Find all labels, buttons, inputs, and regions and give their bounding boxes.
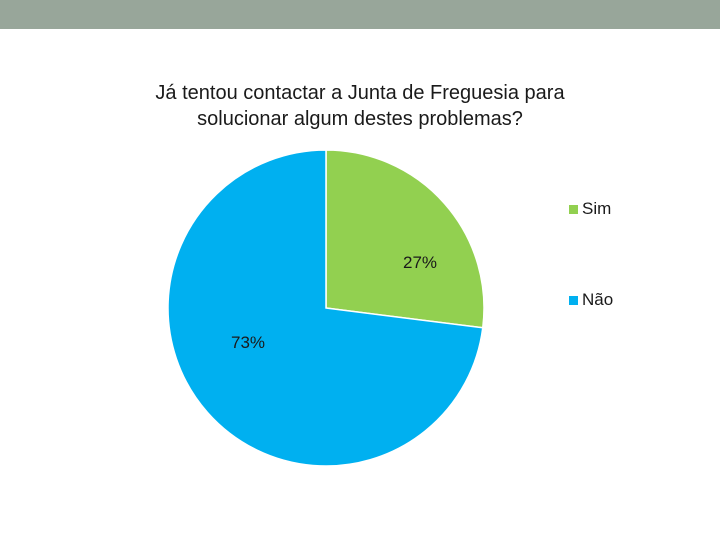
chart-title-line-2: solucionar algum destes problemas? xyxy=(197,108,523,130)
chart-title-line-1: Já tentou contactar a Junta de Freguesia… xyxy=(155,82,565,104)
legend-swatch-sim xyxy=(569,204,578,214)
chart-title: Já tentou contactar a Junta de Freguesia… xyxy=(60,80,660,132)
legend-item-nao: Não xyxy=(569,290,613,310)
legend-item-sim: Sim xyxy=(569,199,611,219)
legend-label-nao: Não xyxy=(582,290,614,309)
top-bar xyxy=(0,0,720,29)
legend-label-sim: Sim xyxy=(582,199,612,218)
pie-slice-nao xyxy=(167,149,484,467)
legend-swatch-nao xyxy=(569,295,578,305)
data-label-sim: 27% xyxy=(403,253,437,272)
data-label-nao: 73% xyxy=(231,333,265,352)
pie-slice-sim xyxy=(325,149,485,329)
